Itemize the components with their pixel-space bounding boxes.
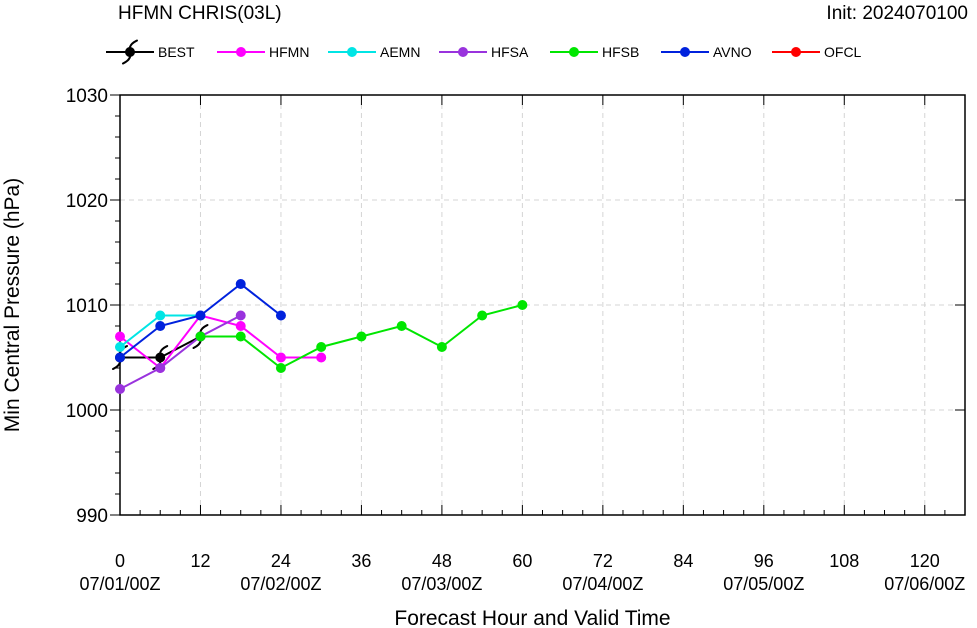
x-tick-label: 24: [271, 551, 291, 571]
data-point-avno: [235, 279, 246, 289]
legend-label-ofcl: OFCL: [824, 44, 862, 60]
data-point-hfsb: [477, 310, 488, 321]
x-tick-date-label: 07/05/00Z: [723, 574, 804, 594]
legend-marker-aemn: [347, 47, 357, 57]
legend-marker-avno: [680, 47, 690, 57]
x-tick-label: 36: [351, 551, 371, 571]
legend-label-hfsb: HFSB: [602, 44, 639, 60]
legend-item-ofcl: OFCL: [772, 44, 862, 60]
series-hfsb: [195, 300, 528, 373]
x-tick-date-label: 07/03/00Z: [401, 574, 482, 594]
legend-label-hfsa: HFSA: [491, 44, 529, 60]
y-tick-label: 1000: [66, 401, 108, 422]
data-point-hfsa: [155, 363, 166, 373]
data-point-hfsb: [436, 342, 447, 352]
legend-label-avno: AVNO: [713, 44, 752, 60]
legend-item-best: BEST: [106, 39, 195, 65]
init-label: Init: 2024070100: [826, 3, 968, 24]
y-tick-label: 1010: [66, 296, 108, 317]
data-point-hfsa: [235, 310, 246, 321]
series-line-hfmn: [119, 314, 322, 370]
legend-label-hfmn: HFMN: [269, 44, 309, 60]
data-point-hfmn: [275, 352, 286, 363]
data-point-hfsa: [115, 384, 125, 394]
data-point-hfsb: [396, 321, 407, 331]
x-tick-label: 0: [115, 551, 125, 571]
x-tick-date-label: 07/02/00Z: [240, 574, 321, 594]
x-tick-label: 108: [829, 551, 859, 571]
legend-label-best: BEST: [158, 44, 195, 60]
data-point-hfsb: [195, 331, 206, 342]
x-tick-date-label: 07/01/00Z: [79, 574, 160, 594]
series-avno: [115, 279, 286, 363]
legend-item-aemn: AEMN: [328, 44, 420, 60]
x-tick-label: 12: [190, 551, 210, 571]
data-point-hfsb: [517, 300, 528, 310]
data-point-avno: [155, 321, 166, 331]
x-tick-label: 48: [432, 551, 452, 571]
legend-item-hfmn: HFMN: [217, 44, 309, 60]
y-axis-label: Min Central Pressure (hPa): [1, 178, 24, 432]
chart-title: HFMN CHRIS(03L): [118, 3, 282, 24]
grid-lines: [120, 95, 965, 515]
legend-marker-best: [122, 39, 138, 65]
data-point-avno: [115, 352, 125, 363]
x-tick-date-label: 07/04/00Z: [562, 574, 643, 594]
y-tick-label: 990: [76, 506, 108, 527]
y-tick-label: 1030: [66, 86, 108, 107]
series-layer: [112, 279, 528, 394]
x-tick-date-label: 07/06/00Z: [884, 574, 965, 594]
data-point-hfsb: [275, 363, 286, 373]
legend-marker-hfsb: [569, 47, 579, 57]
data-point-hfsb: [235, 331, 246, 342]
legend-marker-ofcl: [791, 47, 801, 57]
legend-marker-hfmn: [236, 47, 246, 57]
x-tick-label: 72: [593, 551, 613, 571]
x-axis-label: Forecast Hour and Valid Time: [394, 607, 670, 628]
legend-label-aemn: AEMN: [380, 44, 420, 60]
x-tick-label: 96: [754, 551, 774, 571]
data-point-avno: [275, 310, 286, 321]
series-hfsa: [115, 310, 246, 394]
legend-marker-hfsa: [458, 47, 468, 57]
data-point-hfmn: [316, 352, 327, 363]
legend: BEST HFMN AEMN HFSA HFSB AVNO OFCL: [106, 39, 862, 65]
data-point-hfsb: [356, 331, 367, 342]
axis-ticks: 0 07/01/00Z 12 24 07/02/00Z 36 48 07/03/00Z 60 72…: [66, 86, 966, 594]
data-point-avno: [195, 310, 206, 321]
legend-item-hfsb: HFSB: [550, 44, 639, 60]
legend-item-hfsa: HFSA: [439, 44, 529, 60]
data-point-hfmn: [115, 331, 125, 342]
y-tick-label: 1020: [66, 191, 108, 212]
data-point-aemn: [115, 342, 125, 352]
x-tick-label: 120: [910, 551, 940, 571]
data-point-aemn: [155, 310, 166, 321]
series-best: [112, 324, 209, 370]
data-point-hfsb: [316, 342, 327, 352]
x-tick-label: 84: [673, 551, 693, 571]
series-line-hfsa: [119, 314, 242, 390]
data-point-hfmn: [235, 321, 246, 331]
x-tick-label: 60: [512, 551, 532, 571]
series-hfmn: [115, 310, 327, 373]
legend-item-avno: AVNO: [661, 44, 752, 60]
